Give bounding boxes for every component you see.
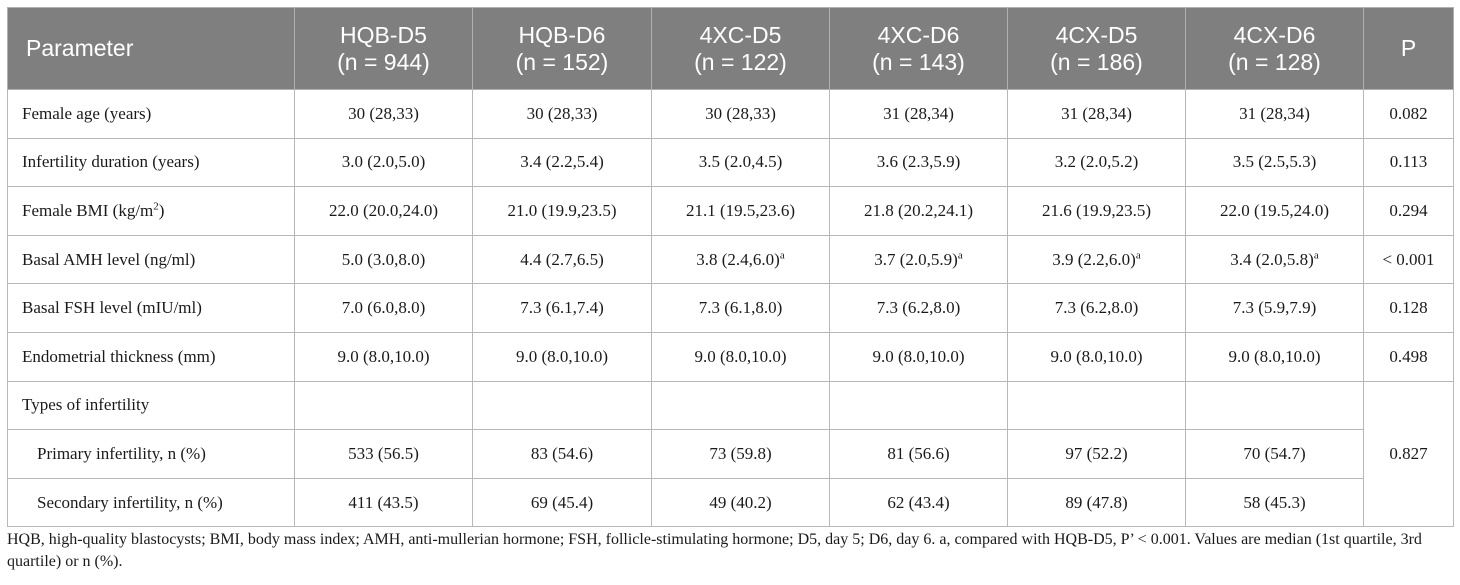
header-4xc-d5: 4XC-D5 (n = 122)	[651, 7, 830, 90]
table-cell: 62 (43.4)	[829, 477, 1008, 528]
table-cell: 7.0 (6.0,8.0)	[294, 283, 473, 333]
table-cell: 9.0 (8.0,10.0)	[829, 331, 1008, 382]
row-label: Female BMI (kg/m2)	[7, 186, 295, 236]
table-cell: 3.4 (2.2,5.4)	[472, 137, 652, 188]
p-value-cell: 0.082	[1363, 89, 1454, 139]
table-row-types-of-infertility: Types of infertility 0.827	[7, 380, 1454, 528]
table-cell: 21.8 (20.2,24.1)	[829, 186, 1008, 236]
table-cell: 4.4 (2.7,6.5)	[472, 234, 652, 285]
table-cell: 30 (28,33)	[651, 89, 830, 139]
table-cell: 3.5 (2.5,5.3)	[1185, 137, 1364, 188]
table-cell: 30 (28,33)	[294, 89, 473, 139]
table-cell: 21.1 (19.5,23.6)	[651, 186, 830, 236]
header-row: Parameter HQB-D5 (n = 944) HQB-D6 (n = 152…	[7, 7, 1454, 90]
table-cell: 22.0 (19.5,24.0)	[1185, 186, 1364, 236]
p-value-cell: 0.128	[1363, 283, 1454, 333]
table-row-endometrial-thickness: Endometrial thickness (mm) 9.0 (8.0,10.0…	[7, 331, 1454, 382]
table-container: Parameter HQB-D5 (n = 944) HQB-D6 (n = 152…	[7, 7, 1454, 528]
table-cell: 9.0 (8.0,10.0)	[1007, 331, 1186, 382]
table-cell: 83 (54.6)	[472, 429, 652, 479]
table-cell: 81 (56.6)	[829, 429, 1008, 479]
table-cell: 89 (47.8)	[1007, 477, 1186, 528]
table-cell: 3.8 (2.4,6.0)a	[651, 234, 830, 285]
row-label: Infertility duration (years)	[7, 137, 295, 188]
row-label: Primary infertility, n (%)	[7, 429, 295, 479]
header-parameter: Parameter	[7, 7, 295, 90]
table-cell: 3.4 (2.0,5.8)a	[1185, 234, 1364, 285]
table-cell: 22.0 (20.0,24.0)	[294, 186, 473, 236]
row-label: Basal FSH level (mIU/ml)	[7, 283, 295, 333]
table-cell: 533 (56.5)	[294, 429, 473, 479]
table-cell	[829, 380, 1008, 431]
row-label: Secondary infertility, n (%)	[7, 477, 295, 528]
table-row-female-bmi: Female BMI (kg/m2) 22.0 (20.0,24.0) 21.0…	[7, 186, 1454, 236]
table-cell: 3.9 (2.2,6.0)a	[1007, 234, 1186, 285]
table-cell	[1185, 380, 1364, 431]
p-value-cell: 0.294	[1363, 186, 1454, 236]
p-value-cell: < 0.001	[1363, 234, 1454, 285]
row-label: Female age (years)	[7, 89, 295, 139]
table-cell: 21.6 (19.9,23.5)	[1007, 186, 1186, 236]
row-label: Endometrial thickness (mm)	[7, 331, 295, 382]
table-cell: 9.0 (8.0,10.0)	[651, 331, 830, 382]
table-row-secondary-infertility: Secondary infertility, n (%) 411 (43.5) …	[7, 477, 1454, 528]
p-value-cell: 0.498	[1363, 331, 1454, 382]
table-cell: 97 (52.2)	[1007, 429, 1186, 479]
table-footnote: HQB, high-quality blastocysts; BMI, body…	[7, 531, 1422, 570]
table-cell: 7.3 (6.1,8.0)	[651, 283, 830, 333]
table-cell: 21.0 (19.9,23.5)	[472, 186, 652, 236]
header-4xc-d6: 4XC-D6 (n = 143)	[829, 7, 1008, 90]
table-cell: 411 (43.5)	[294, 477, 473, 528]
table-cell: 31 (28,34)	[1007, 89, 1186, 139]
table-row-female-age: Female age (years) 30 (28,33) 30 (28,33)…	[7, 89, 1454, 139]
table-cell: 58 (45.3)	[1185, 477, 1364, 528]
table-cell	[472, 380, 652, 431]
table-cell	[651, 380, 830, 431]
row-label: Types of infertility	[7, 380, 295, 431]
table-cell: 9.0 (8.0,10.0)	[472, 331, 652, 382]
table-cell: 5.0 (3.0,8.0)	[294, 234, 473, 285]
table-cell: 7.3 (6.2,8.0)	[829, 283, 1008, 333]
table-row-primary-infertility: Primary infertility, n (%) 533 (56.5) 83…	[7, 429, 1454, 479]
header-hqb-d5: HQB-D5 (n = 944)	[294, 7, 473, 90]
table-cell: 3.7 (2.0,5.9)a	[829, 234, 1008, 285]
table-cell: 7.3 (6.1,7.4)	[472, 283, 652, 333]
table-row-basal-fsh: Basal FSH level (mIU/ml) 7.0 (6.0,8.0) 7…	[7, 283, 1454, 333]
table-cell: 3.0 (2.0,5.0)	[294, 137, 473, 188]
header-4cx-d6: 4CX-D6 (n = 128)	[1185, 7, 1364, 90]
row-label: Basal AMH level (ng/ml)	[7, 234, 295, 285]
table-cell: 69 (45.4)	[472, 477, 652, 528]
table-cell: 3.6 (2.3,5.9)	[829, 137, 1008, 188]
table-cell: 30 (28,33)	[472, 89, 652, 139]
table-cell: 73 (59.8)	[651, 429, 830, 479]
table-cell	[294, 380, 473, 431]
table-row-basal-amh: Basal AMH level (ng/ml) 5.0 (3.0,8.0) 4.…	[7, 234, 1454, 285]
table-cell: 7.3 (5.9,7.9)	[1185, 283, 1364, 333]
table-cell: 3.5 (2.0,4.5)	[651, 137, 830, 188]
table-cell: 9.0 (8.0,10.0)	[294, 331, 473, 382]
table-row-infertility-duration: Infertility duration (years) 3.0 (2.0,5.…	[7, 137, 1454, 188]
table-cell: 7.3 (6.2,8.0)	[1007, 283, 1186, 333]
p-value-cell: 0.827	[1363, 380, 1454, 528]
baseline-characteristics-table: Parameter HQB-D5 (n = 944) HQB-D6 (n = 152…	[7, 7, 1454, 528]
header-p: P	[1363, 7, 1454, 90]
table-cell: 70 (54.7)	[1185, 429, 1364, 479]
table-cell	[1007, 380, 1186, 431]
table-cell: 3.2 (2.0,5.2)	[1007, 137, 1186, 188]
p-value-cell: 0.113	[1363, 137, 1454, 188]
table-cell: 31 (28,34)	[829, 89, 1008, 139]
header-hqb-d6: HQB-D6 (n = 152)	[472, 7, 652, 90]
table-cell: 9.0 (8.0,10.0)	[1185, 331, 1364, 382]
header-4cx-d5: 4CX-D5 (n = 186)	[1007, 7, 1186, 90]
table-cell: 49 (40.2)	[651, 477, 830, 528]
table-cell: 31 (28,34)	[1185, 89, 1364, 139]
